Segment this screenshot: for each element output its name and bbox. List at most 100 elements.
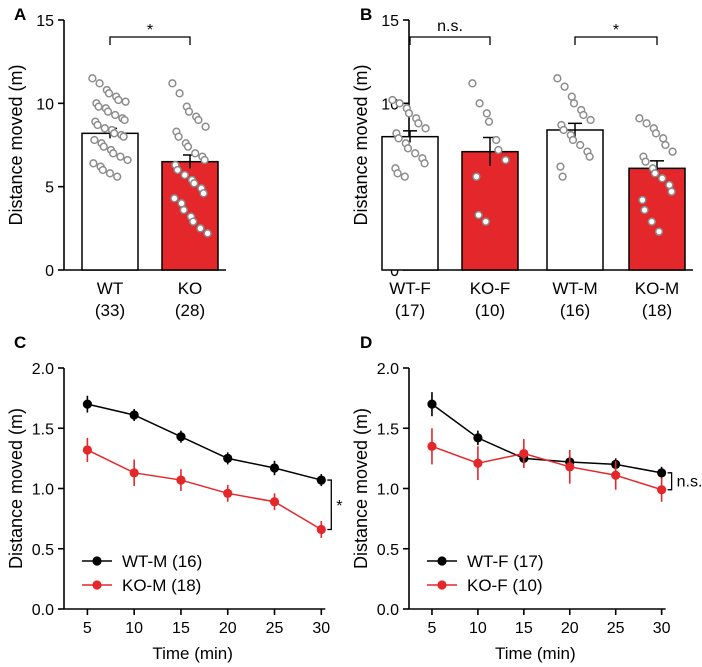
data-point [119, 132, 128, 141]
data-point [176, 475, 186, 485]
legend-marker [437, 556, 447, 566]
category-n-label: (16) [560, 301, 590, 320]
data-point [661, 140, 670, 150]
data-point [421, 124, 430, 133]
data-point [82, 399, 92, 409]
series-line [431, 403, 662, 474]
data-point [123, 155, 132, 165]
data-point [177, 199, 186, 208]
data-point [82, 445, 92, 455]
y-tick-label: 0.5 [32, 542, 54, 559]
data-point [116, 152, 125, 161]
data-point [558, 172, 567, 181]
data-point [174, 132, 183, 141]
series-line [431, 445, 662, 491]
data-point [111, 110, 120, 120]
data-point [269, 463, 280, 473]
x-tick-label: 20 [561, 620, 579, 637]
y-axis-label: Distance moved (m) [351, 64, 371, 225]
data-point [647, 217, 656, 226]
data-point [100, 124, 109, 133]
data-point [388, 95, 397, 105]
data-point [611, 470, 621, 480]
data-point [472, 172, 481, 181]
data-point [654, 227, 664, 236]
data-point [103, 107, 113, 116]
category-label: KO-M [635, 279, 679, 298]
data-point [203, 229, 212, 238]
data-point [98, 165, 107, 175]
significance-label: * [336, 498, 342, 515]
y-tick-label: 0.5 [377, 542, 399, 559]
bar [461, 150, 519, 271]
category-label: KO [178, 279, 203, 298]
significance-bracket [667, 472, 673, 491]
data-point [200, 155, 209, 165]
data-point [194, 115, 203, 125]
x-axis-label: Time (min) [152, 644, 233, 663]
data-point [494, 145, 503, 155]
panel-label: A [14, 5, 26, 24]
category-n-label: (33) [95, 301, 125, 320]
data-point [394, 134, 403, 143]
category-label: WT-F [389, 279, 431, 298]
y-tick-label: 10 [36, 96, 54, 113]
y-tick-label: 0.0 [377, 602, 399, 619]
y-tick-label: 1.0 [377, 482, 399, 499]
significance-label: n.s. [437, 18, 463, 35]
legend-label: WT-M (16) [122, 552, 202, 571]
x-tick-label: 10 [469, 620, 487, 637]
series-line [87, 403, 322, 481]
y-tick-label: 1.5 [32, 421, 54, 438]
significance-bracket [327, 479, 332, 531]
data-point [475, 99, 484, 108]
data-point [400, 172, 409, 181]
data-point [468, 79, 477, 88]
data-point [414, 119, 423, 128]
category-label: WT-M [552, 279, 597, 298]
data-point [176, 432, 186, 442]
x-tick-label: 25 [266, 620, 284, 637]
data-point [556, 162, 565, 171]
data-point [90, 135, 99, 145]
data-point [473, 458, 483, 468]
data-point [650, 169, 660, 178]
significance-label: * [147, 22, 153, 39]
data-point [658, 174, 667, 183]
data-point [427, 399, 437, 409]
data-point [120, 115, 129, 125]
data-point [657, 468, 667, 478]
data-point [199, 189, 208, 198]
panel-label: B [360, 5, 372, 24]
data-point [565, 462, 575, 472]
legend-marker [437, 580, 447, 590]
panel-label: D [360, 333, 372, 352]
y-tick-label: 0 [45, 263, 54, 280]
category-n-label: (18) [642, 301, 672, 320]
data-point [269, 497, 280, 507]
significance-bracket [109, 36, 191, 45]
data-point [109, 149, 118, 158]
data-point [638, 195, 647, 205]
data-point [519, 448, 529, 459]
data-point [559, 125, 568, 135]
category-n-label: (28) [175, 301, 205, 320]
data-point [560, 82, 569, 91]
y-axis-label: Distance moved (m) [351, 408, 371, 569]
data-point [403, 144, 413, 153]
bar [628, 167, 686, 271]
data-point [316, 475, 326, 485]
data-point [651, 129, 661, 138]
data-point [427, 441, 437, 451]
data-point [569, 99, 579, 108]
data-point [567, 92, 576, 101]
data-point [579, 110, 588, 120]
data-point [657, 485, 667, 495]
data-point [501, 155, 510, 165]
legend-label: WT-F (17) [467, 552, 544, 571]
series-line [87, 449, 322, 531]
data-point [180, 170, 189, 180]
category-label: KO-F [470, 279, 511, 298]
data-point [88, 74, 97, 83]
data-point [473, 433, 483, 443]
